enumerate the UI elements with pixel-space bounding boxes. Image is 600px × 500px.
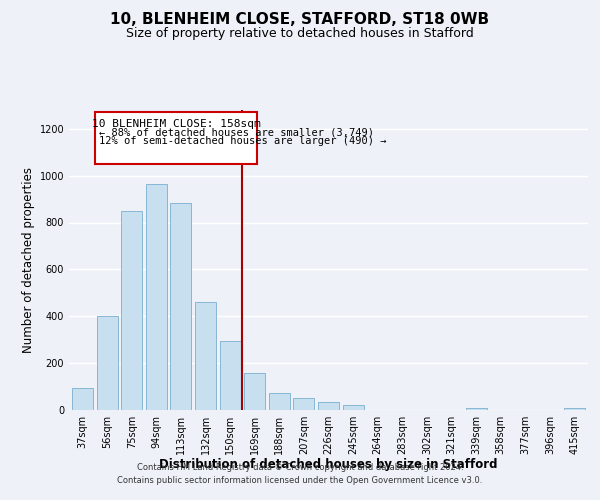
Bar <box>72 388 93 410</box>
Bar <box>195 302 216 410</box>
Bar <box>466 408 487 410</box>
Text: ← 88% of detached houses are smaller (3,749): ← 88% of detached houses are smaller (3,… <box>98 128 374 138</box>
Bar <box>170 203 191 410</box>
Bar <box>318 402 339 410</box>
FancyBboxPatch shape <box>95 112 257 164</box>
Y-axis label: Number of detached properties: Number of detached properties <box>22 167 35 353</box>
Bar <box>269 393 290 410</box>
Text: 10, BLENHEIM CLOSE, STAFFORD, ST18 0WB: 10, BLENHEIM CLOSE, STAFFORD, ST18 0WB <box>110 12 490 28</box>
X-axis label: Distribution of detached houses by size in Stafford: Distribution of detached houses by size … <box>159 458 498 471</box>
Bar <box>564 408 585 410</box>
Bar <box>97 316 118 410</box>
Text: Contains public sector information licensed under the Open Government Licence v3: Contains public sector information licen… <box>118 476 482 485</box>
Bar <box>220 341 241 410</box>
Text: 10 BLENHEIM CLOSE: 158sqm: 10 BLENHEIM CLOSE: 158sqm <box>92 119 260 129</box>
Bar <box>343 406 364 410</box>
Bar <box>121 211 142 410</box>
Bar <box>244 372 265 410</box>
Text: Size of property relative to detached houses in Stafford: Size of property relative to detached ho… <box>126 28 474 40</box>
Text: 12% of semi-detached houses are larger (490) →: 12% of semi-detached houses are larger (… <box>98 136 386 146</box>
Bar <box>293 398 314 410</box>
Text: Contains HM Land Registry data © Crown copyright and database right 2024.: Contains HM Land Registry data © Crown c… <box>137 464 463 472</box>
Bar <box>146 184 167 410</box>
